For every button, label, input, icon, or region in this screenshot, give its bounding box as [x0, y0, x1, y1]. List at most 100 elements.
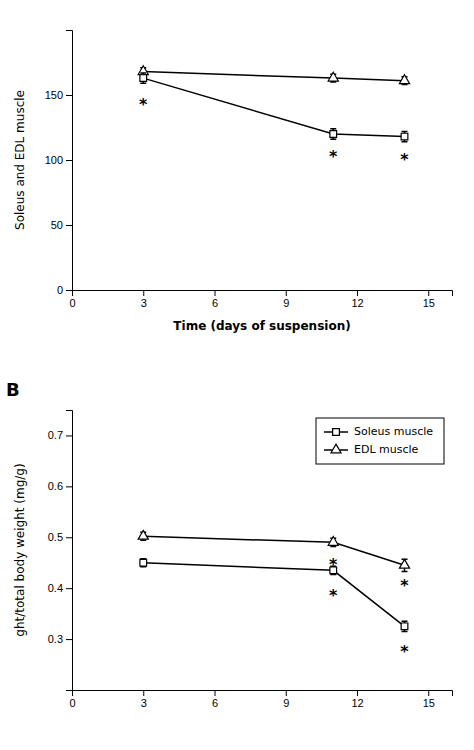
- y-axis-title: ght/total body weight (mg/g): [13, 463, 27, 636]
- annotation: *: [329, 555, 338, 574]
- x-tick-mark: [286, 290, 287, 296]
- series-line: [143, 72, 404, 81]
- x-tick-mark: [215, 290, 216, 296]
- y-axis-line: [66, 31, 73, 291]
- marker: [401, 623, 408, 630]
- y-tick-label: 0.4: [48, 582, 63, 594]
- x-tick-label: 6: [212, 697, 218, 709]
- x-tick: 3: [141, 690, 147, 709]
- series-line: [143, 78, 404, 137]
- marker: [330, 131, 337, 138]
- legend-marker: [333, 429, 340, 436]
- y-tick: 0.5: [48, 531, 72, 543]
- marker: [140, 559, 147, 566]
- marker: [401, 133, 408, 140]
- error-bar: [402, 621, 408, 631]
- y-tick-mark: [66, 588, 72, 589]
- marker: [399, 559, 409, 568]
- y-axis: 0.3 0.4 0.5 0.6 0.7: [48, 411, 73, 691]
- legend-marker: [331, 444, 341, 453]
- y-axis-line: [66, 411, 73, 691]
- series-line: [143, 563, 404, 627]
- y-tick: 0.7: [48, 429, 72, 441]
- y-tick: 150: [45, 89, 72, 101]
- x-tick-mark: [357, 690, 358, 696]
- chart: 03691215050100150Time (days of suspensio…: [0, 0, 474, 750]
- x-axis-line: [73, 691, 453, 697]
- x-tick: 9: [283, 690, 289, 709]
- y-tick-mark: [66, 537, 72, 538]
- annotation: *: [329, 586, 338, 605]
- annotation: *: [400, 642, 409, 661]
- y-tick-label: 0: [57, 284, 63, 296]
- x-tick-label: 12: [351, 297, 363, 309]
- x-tick-label: 3: [141, 697, 147, 709]
- marker: [399, 75, 409, 84]
- panel: 036912150.30.40.50.60.7ght/total body we…: [6, 379, 453, 709]
- y-tick: 0.3: [48, 633, 72, 645]
- marker: [328, 72, 338, 81]
- y-tick-mark: [66, 435, 72, 436]
- x-axis: 03691215: [69, 690, 452, 709]
- plot-area: [138, 66, 409, 142]
- x-tick: 9: [283, 290, 289, 309]
- x-tick-mark: [143, 690, 144, 696]
- y-tick-label: 50: [51, 219, 63, 231]
- x-tick-label: 9: [283, 697, 289, 709]
- x-tick-mark: [357, 290, 358, 296]
- y-tick-mark: [66, 290, 72, 291]
- x-tick: 0: [69, 290, 75, 309]
- error-bar: [140, 73, 146, 83]
- x-tick: 0: [69, 690, 75, 709]
- y-axis: 0 50 100 150: [45, 31, 73, 297]
- x-tick-mark: [215, 690, 216, 696]
- x-tick: 3: [141, 290, 147, 309]
- x-axis: 0 3 6 9 12 15: [69, 290, 452, 309]
- x-tick-label: 12: [351, 697, 363, 709]
- plot-area: [138, 530, 409, 631]
- y-tick-mark: [66, 225, 72, 226]
- y-tick-label: 0.7: [48, 429, 63, 441]
- y-tick: 50: [51, 219, 72, 231]
- x-axis-line: [73, 291, 453, 297]
- y-tick-label: 0.3: [48, 633, 63, 645]
- x-tick-label: 15: [423, 297, 435, 309]
- x-tick-label: 0: [69, 697, 75, 709]
- marker: [328, 536, 338, 545]
- panel: 03691215050100150Time (days of suspensio…: [13, 31, 453, 334]
- error-bar: [402, 131, 408, 141]
- x-tick-label: 3: [141, 297, 147, 309]
- error-bar: [140, 559, 146, 567]
- x-tick: 6: [212, 290, 218, 309]
- x-tick-label: 9: [283, 297, 289, 309]
- marker: [138, 530, 148, 539]
- y-tick-label: 0.5: [48, 531, 63, 543]
- y-axis-title: Soleus and EDL muscle: [13, 90, 27, 230]
- y-tick-mark: [66, 639, 72, 640]
- x-tick: 12: [351, 690, 363, 709]
- y-tick: 0.4: [48, 582, 72, 594]
- marker: [140, 75, 147, 82]
- y-tick-label: 150: [45, 89, 63, 101]
- error-bar: [330, 129, 336, 139]
- legend-box: [316, 418, 444, 464]
- x-tick-mark: [428, 290, 429, 296]
- x-tick-mark: [143, 290, 144, 296]
- y-tick: 0.6: [48, 480, 72, 492]
- legend: Soleus muscle EDL muscle: [316, 418, 444, 464]
- legend-label: EDL muscle: [354, 443, 419, 456]
- x-tick-mark: [286, 690, 287, 696]
- series-line: [143, 536, 404, 565]
- y-tick: 100: [45, 154, 72, 166]
- x-tick: 6: [212, 690, 218, 709]
- y-tick: 0: [57, 284, 72, 296]
- annotation: *: [400, 150, 409, 169]
- x-tick: 12: [351, 290, 363, 309]
- y-tick-label: 0.6: [48, 480, 63, 492]
- x-axis-title: Time (days of suspension): [173, 319, 350, 333]
- x-tick-mark: [428, 690, 429, 696]
- x-tick-label: 0: [69, 297, 75, 309]
- legend-label: Soleus muscle: [354, 425, 433, 438]
- y-tick-mark: [66, 160, 72, 161]
- annotation: *: [329, 147, 338, 166]
